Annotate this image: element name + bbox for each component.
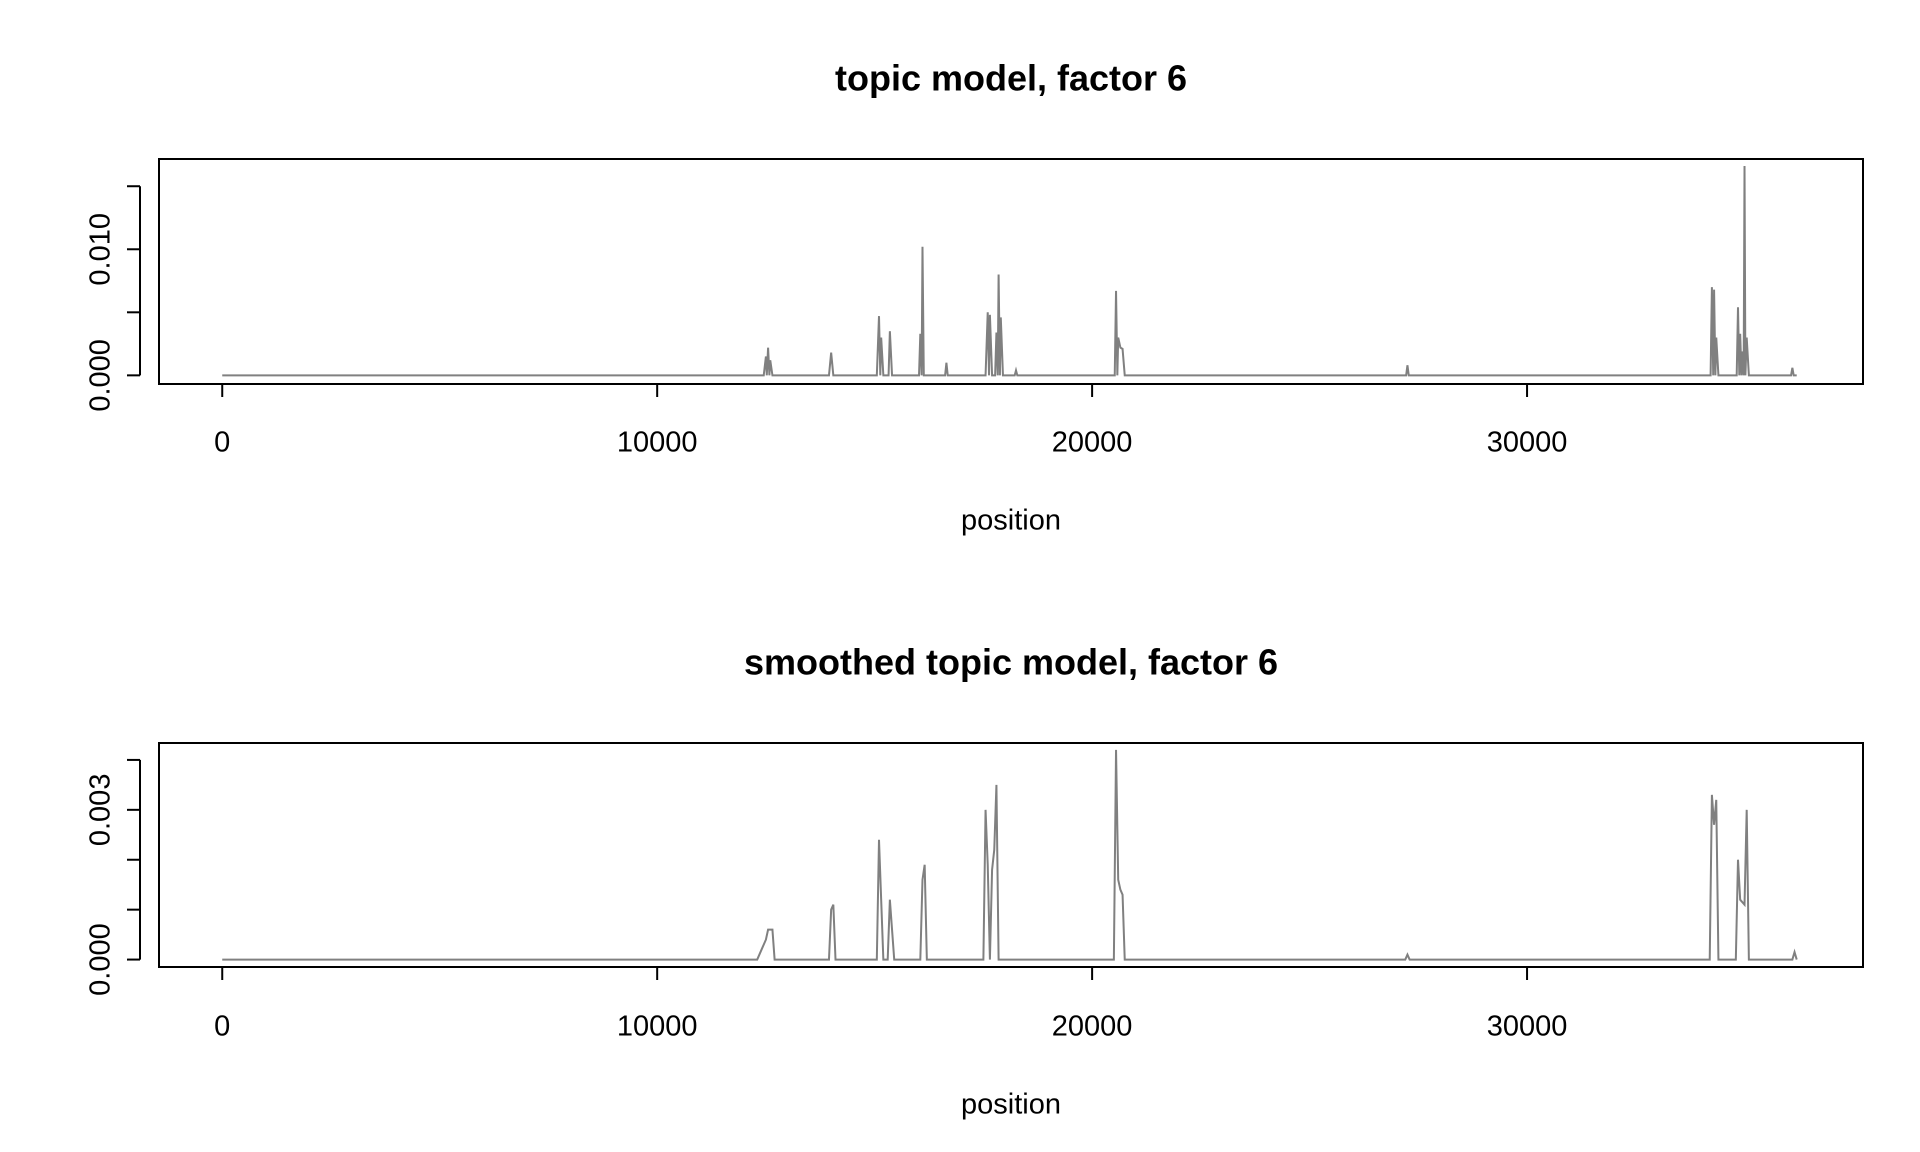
x-tick-label: 20000 (1052, 427, 1133, 459)
x-tick-label: 20000 (1052, 1011, 1133, 1043)
x-axis-label: position (961, 1089, 1061, 1121)
y-tick-label: 0.000 (85, 339, 117, 412)
x-tick-label: 10000 (617, 427, 698, 459)
x-tick-label: 0 (214, 427, 230, 459)
x-tick-label: 10000 (617, 1011, 698, 1043)
x-tick-label: 0 (214, 1011, 230, 1043)
x-axis-label: position (961, 505, 1061, 537)
y-tick-label: 0.010 (85, 213, 117, 286)
data-line (222, 166, 1797, 377)
data-line (222, 749, 1798, 961)
plot-box (158, 742, 1864, 968)
plot-box (158, 158, 1864, 385)
chart-title: topic model, factor 6 (835, 58, 1187, 99)
x-tick-label: 30000 (1487, 1011, 1568, 1043)
chart-title: smoothed topic model, factor 6 (744, 642, 1278, 683)
y-tick-label: 0.000 (85, 923, 117, 996)
x-tick-label: 30000 (1487, 427, 1568, 459)
y-tick-label: 0.003 (85, 774, 117, 847)
